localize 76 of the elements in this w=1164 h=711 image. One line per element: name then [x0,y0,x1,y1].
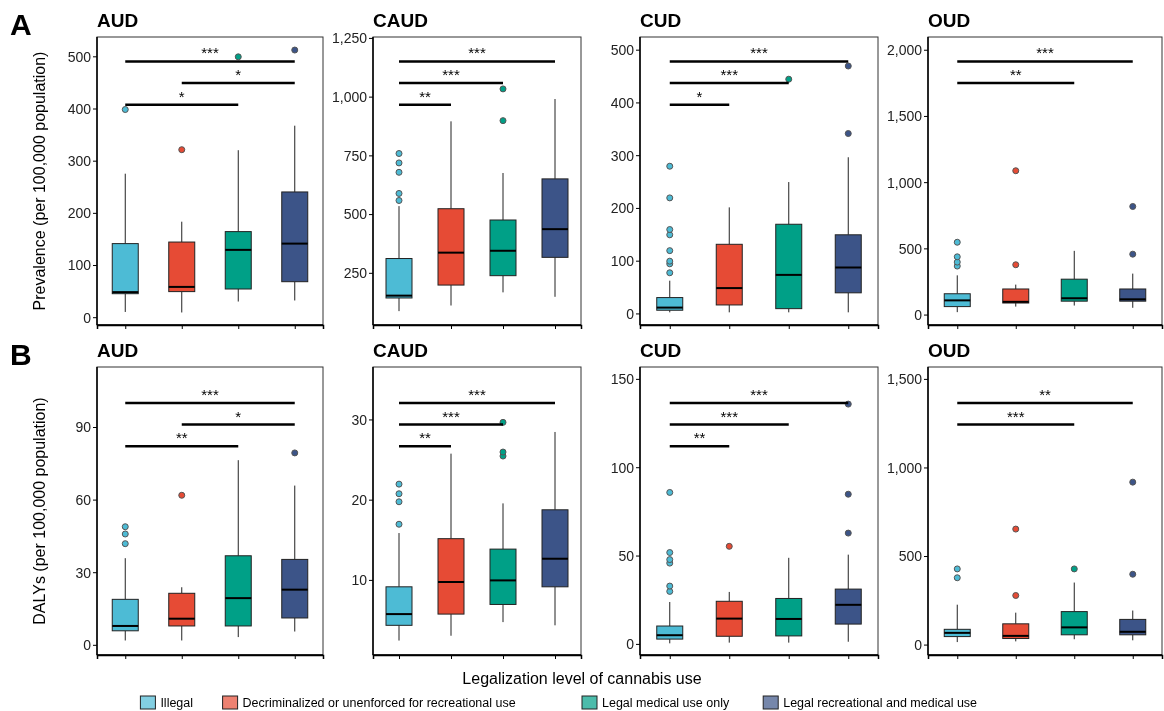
annotation: *** [720,66,739,84]
y-tick-label: 750 [343,147,368,164]
annotation: *** [750,44,768,62]
chart-title: AUD [97,10,139,31]
y-tick-label: 500 [898,548,923,565]
annotation: * [235,407,242,425]
annotation: ** [419,87,431,105]
text: A [10,8,32,41]
annotation: *** [201,386,219,403]
y-tick-label: 0 [914,636,923,653]
y-tick-label: 150 [610,371,635,388]
text: B [10,338,32,371]
annotation: ** [175,429,188,447]
annotation: *** [442,66,460,84]
annotation: *** [750,386,768,403]
annotation: *** [1006,407,1025,425]
y-tick-label: 300 [610,147,635,164]
annotation: *** [201,44,219,62]
annotation: *** [468,44,486,62]
y-tick-label: 1,500 [886,108,923,125]
y-axis-title: Prevalence (per 100,000 population) [31,51,48,311]
annotation: ** [1009,66,1022,84]
legend-label: Illegal [160,696,194,711]
y-tick-label: 500 [610,42,635,59]
y-tick-label: 0 [626,636,635,653]
annotation: * [178,87,185,105]
legend-label: Decriminalized or unenforced for recreational use [242,696,516,711]
legend-label: Legal recreational and medical use [783,696,978,711]
y-tick-label: 100 [610,459,635,476]
y-tick-label: 300 [67,153,92,170]
chart-title: CAUD [373,340,428,361]
y-axis-title: DALYs (per 100,000 population) [31,397,48,625]
y-tick-label: 30 [351,411,368,428]
chart-title: AUD [97,340,139,361]
y-tick-label: 200 [610,200,635,217]
y-tick-label: 10 [351,572,368,589]
chart-title: CAUD [373,10,428,31]
y-tick-label: 60 [75,492,92,509]
y-tick-label: 1,000 [886,174,923,191]
y-tick-label: 1,500 [886,371,923,388]
y-tick-label: 200 [67,205,92,222]
annotation: ** [419,429,431,447]
annotation: ** [1039,386,1051,403]
y-tick-label: 1,000 [886,459,923,476]
annotation: *** [442,407,460,425]
y-tick-label: 500 [343,206,368,223]
y-tick-label: 500 [67,48,92,65]
chart-title: OUD [928,10,971,31]
y-tick-label: 400 [610,94,635,111]
annotation: * [235,66,242,84]
annotation: *** [1036,44,1054,62]
annotation: * [696,87,703,105]
chart-title: CUD [640,340,682,361]
y-tick-label: 100 [67,257,92,274]
y-tick-label: 30 [75,564,92,581]
chart-title: CUD [640,10,682,31]
y-tick-label: 2,000 [886,42,923,59]
y-tick-label: 0 [83,637,92,654]
y-tick-label: 0 [626,305,635,322]
y-tick-label: 90 [75,419,92,436]
y-tick-label: 1,250 [331,30,368,47]
y-tick-label: 400 [67,100,92,117]
y-tick-label: 500 [898,240,923,257]
y-tick-label: 1,000 [331,89,368,106]
annotation: ** [693,429,706,447]
y-tick-label: 0 [914,306,923,323]
chart-title: OUD [928,340,971,361]
y-tick-label: 20 [351,492,368,509]
y-tick-label: 0 [83,309,92,326]
annotation: *** [468,386,486,403]
y-tick-label: 50 [618,547,635,564]
annotation: *** [720,407,739,425]
y-tick-label: 100 [610,253,635,270]
legend-label: Legal medical use only [602,696,730,711]
y-tick-label: 250 [343,265,368,282]
text: Legalization level of cannabis use [462,670,702,687]
